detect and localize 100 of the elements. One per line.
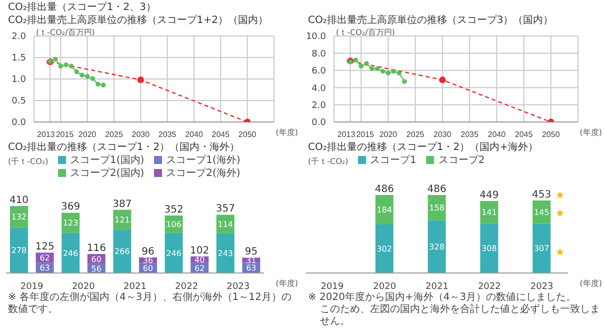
x-tick-label: 2045	[514, 130, 534, 139]
data-label: 145	[534, 208, 550, 217]
data-label: 36	[142, 256, 154, 266]
data-label: 246	[166, 248, 182, 258]
data-label: 62	[40, 253, 50, 262]
data-label: 184	[376, 206, 392, 215]
y-tick-label: 2.0	[312, 100, 326, 111]
chart-title: CO₂排出量の推移（スコープ1・2）（国内+海外）	[308, 140, 538, 154]
x-tick-label: 2019	[20, 282, 44, 292]
y-tick-label: 0.0	[12, 118, 26, 128]
total-label: 369	[61, 202, 80, 213]
x-tick-label: 2015	[56, 130, 74, 139]
x-tick-label: 2019	[320, 282, 344, 292]
legend-label: スコープ2(海外)	[166, 168, 240, 179]
data-label: 123	[62, 218, 78, 228]
x-tick-label: 2020	[373, 282, 396, 292]
x-tick-label: 2030	[434, 130, 452, 139]
x-tick-label: 2025	[406, 130, 425, 139]
x-tick-label: 2050	[238, 130, 257, 139]
data-label: 106	[166, 220, 182, 230]
x-tick-label: 2022	[175, 282, 198, 292]
total-label: 486	[427, 184, 446, 196]
data-label: 63	[40, 264, 50, 273]
x-tick-label: 2022	[478, 282, 501, 292]
legend-label: スコープ2(国内)	[70, 168, 144, 179]
data-label: 266	[114, 247, 130, 256]
legend-label: スコープ1	[370, 155, 416, 166]
x-axis-title: (年度)	[276, 278, 298, 289]
data-label: 278	[11, 246, 27, 256]
x-tick-label: 2021	[124, 282, 146, 292]
y-tick-label: 4.0	[312, 84, 326, 94]
data-label: 307	[534, 244, 550, 254]
total-label: 96	[142, 246, 154, 258]
legend-label: スコープ1(海外)	[166, 155, 240, 166]
y-tick-label: 2.0	[12, 32, 26, 42]
x-tick-label: 2030	[132, 130, 150, 139]
total-label: 410	[9, 195, 29, 206]
total-label: 116	[86, 243, 106, 254]
x-tick-label: 2035	[460, 130, 480, 139]
x-tick-label: 2023	[530, 282, 554, 292]
x-tick-label: 2013	[37, 130, 56, 139]
data-label: 132	[11, 212, 27, 222]
text: ※ 2020年度から国内+海外（4～3月）の数値にしました。	[308, 292, 578, 304]
legend-label: スコープ2	[438, 155, 485, 166]
x-tick-label: 2045	[212, 130, 230, 139]
chart-title: CO₂排出量（スコープ1・2、3）	[8, 1, 157, 14]
data-label: 308	[482, 244, 497, 254]
chart-title: CO₂排出量売上高原単位の推移（スコープ3）（国内）	[308, 14, 554, 27]
x-tick-label: 2020	[72, 282, 96, 292]
text: ※ 各年度の左側が国内（4～3月）、右側が海外（1～12月）の数値です。	[8, 292, 292, 316]
x-axis-title: (年度)	[276, 127, 298, 138]
x-tick-label: 2035	[158, 130, 177, 139]
chart-title: CO₂排出量の推移（スコープ1・2）（国内・海外）	[8, 140, 240, 154]
total-label: 453	[532, 189, 552, 200]
x-tick-label: 2015	[356, 130, 375, 139]
y-axis-title: (千ｔ-CO₂)	[308, 156, 348, 167]
x-tick-label: 2025	[105, 130, 124, 139]
total-label: 125	[35, 242, 54, 253]
y-axis-title: (千ｔ-CO₂)	[8, 156, 48, 167]
y-tick-label: 8.0	[312, 49, 326, 60]
data-label: 60	[142, 264, 154, 273]
data-label: 141	[482, 208, 497, 218]
total-label: 449	[480, 190, 499, 201]
x-tick-label: 2013	[337, 130, 356, 139]
y-tick-label: 1.0	[12, 75, 26, 86]
x-tick-label: 2050	[542, 130, 560, 139]
data-label: 328	[429, 242, 444, 252]
y-tick-label: 6.0	[312, 66, 326, 77]
legend-label: スコープ1(国内)	[70, 155, 144, 166]
total-label: 95	[244, 246, 258, 258]
data-label: 62	[194, 264, 205, 273]
y-tick-label: 1.5	[12, 54, 26, 64]
data-label: 158	[429, 204, 444, 213]
data-label: 40	[194, 255, 205, 264]
x-tick-label: 2023	[226, 282, 250, 292]
y-tick-label: 0.0	[312, 118, 326, 128]
data-label: 60	[91, 254, 102, 264]
data-label: 114	[218, 220, 234, 229]
x-tick-label: 2040	[488, 130, 506, 139]
data-label: 243	[218, 249, 234, 258]
data-label: 56	[91, 264, 102, 274]
y-tick-label: 10.0	[306, 32, 326, 42]
total-label: 357	[216, 204, 235, 215]
total-label: 486	[374, 184, 394, 196]
data-label: 246	[62, 248, 78, 258]
x-tick-label: 2040	[185, 130, 204, 139]
data-label: 121	[114, 216, 130, 225]
x-axis-title: (年度)	[580, 278, 602, 289]
chart-subtitle: CO₂排出量売上高原単位の推移（スコープ1+2）（国内）	[8, 14, 268, 27]
x-axis-title: (年度)	[580, 127, 602, 138]
text: このため、左図の国内と海外を合計した値と必ずしも一致しません。	[319, 304, 601, 328]
y-tick-label: 0.5	[12, 96, 26, 107]
x-tick-label: 2020	[379, 130, 398, 139]
data-label: 63	[246, 264, 256, 273]
total-label: 387	[112, 198, 132, 210]
total-label: 352	[164, 204, 184, 216]
x-tick-label: 2021	[426, 282, 448, 292]
total-label: 102	[190, 245, 210, 256]
x-tick-label: 2020	[78, 130, 97, 139]
data-label: 302	[376, 244, 392, 254]
